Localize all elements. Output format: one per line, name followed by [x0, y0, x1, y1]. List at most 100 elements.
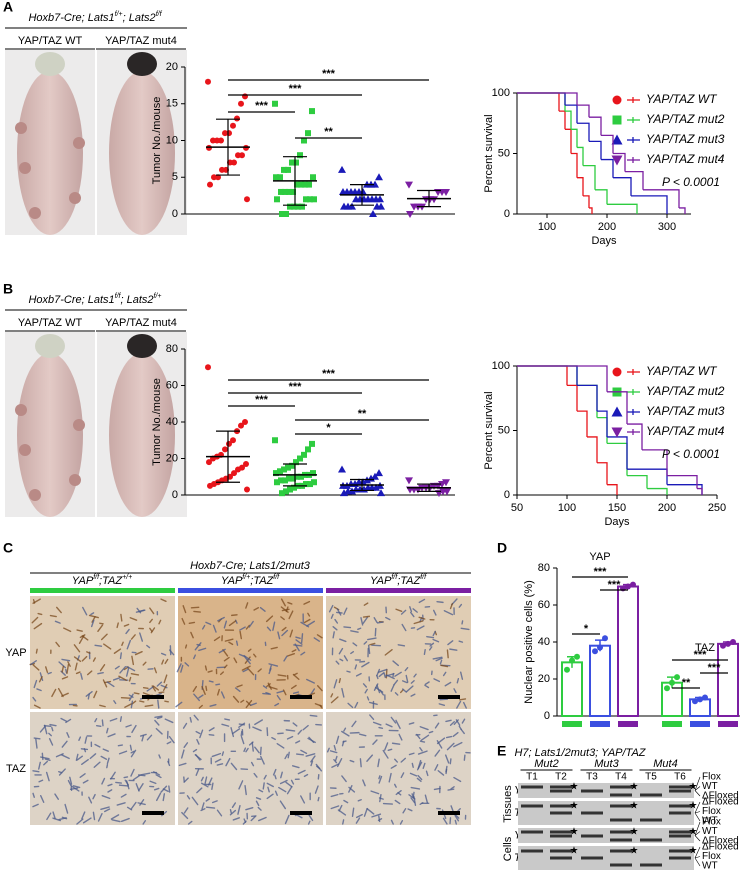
legend-label: YAP/TAZ mut4: [646, 152, 725, 166]
survival-step: [571, 128, 578, 148]
significance: ***: [322, 368, 336, 380]
marker-star: ★: [630, 782, 639, 793]
cell: [230, 762, 238, 771]
cell: [253, 653, 257, 658]
band-label: Flox: [702, 817, 721, 828]
cell: [142, 686, 149, 689]
cell: [153, 667, 158, 674]
cell: [297, 729, 303, 735]
cell: [433, 678, 441, 683]
cell: [193, 654, 196, 660]
sd-bar: [216, 430, 240, 483]
cell: [100, 755, 108, 760]
cell: [454, 814, 460, 822]
data-point: [294, 181, 300, 188]
lane-label: T3: [586, 772, 598, 783]
cell: [233, 657, 238, 664]
data-point: [277, 174, 283, 181]
cell: [208, 733, 215, 736]
cell: [216, 763, 224, 766]
cell: [411, 762, 414, 768]
gel-band: [669, 856, 691, 860]
cell: [52, 811, 56, 820]
panel-title: Hoxb7-Cre; Lats1/2mut3: [190, 560, 311, 572]
survival-step: [597, 462, 608, 485]
cell: [207, 670, 213, 673]
data-point: [205, 78, 211, 85]
cell: [64, 803, 69, 814]
cell: [29, 660, 37, 666]
significance: **: [358, 408, 367, 420]
cell: [358, 733, 367, 737]
cell: [205, 685, 208, 691]
x-tick-label: 50: [511, 502, 523, 514]
cell: [338, 678, 341, 684]
cell: [69, 776, 73, 785]
cell: [387, 748, 393, 752]
cell: [254, 746, 260, 754]
cell: [383, 672, 386, 678]
cell: [416, 625, 425, 631]
cell: [418, 616, 426, 620]
cell: [119, 716, 123, 722]
cell: [231, 614, 238, 617]
cell: [106, 763, 109, 769]
cell: [240, 730, 243, 737]
cell: [76, 755, 84, 761]
cell: [125, 724, 132, 728]
group-label: TAZ: [695, 642, 715, 654]
cell: [181, 811, 189, 820]
sd-bar: [350, 184, 374, 206]
cell: [295, 639, 303, 645]
cell: [44, 758, 51, 761]
panel-label: E: [497, 743, 506, 759]
data-point: [290, 188, 296, 195]
cell: [276, 694, 281, 701]
gel-band: [521, 804, 543, 808]
data-point: [611, 406, 623, 417]
survival-step: [625, 171, 644, 190]
marker-star: ★: [570, 801, 579, 812]
cell: [120, 613, 123, 622]
cell: [455, 719, 461, 726]
cell: [461, 718, 466, 724]
cell: [379, 689, 385, 696]
cell: [239, 626, 246, 631]
data-point: [439, 488, 447, 496]
cell: [424, 681, 430, 686]
group-strip: [562, 721, 582, 727]
survival-step: [559, 92, 578, 106]
gel-band: [521, 849, 543, 853]
cell: [461, 620, 464, 625]
cell: [428, 646, 433, 651]
cell: [419, 740, 426, 743]
cell: [201, 624, 206, 630]
cell: [49, 614, 57, 618]
significance: ***: [322, 68, 336, 80]
cell: [283, 655, 288, 662]
cell: [280, 616, 285, 621]
cell: [394, 758, 399, 763]
cell: [82, 817, 92, 824]
cell: [328, 604, 334, 613]
cell: [300, 795, 306, 804]
y-axis-label: Percent survival: [483, 391, 495, 469]
cell: [433, 609, 437, 616]
significance: ***: [708, 662, 722, 674]
cell: [52, 817, 62, 822]
cell: [401, 623, 407, 632]
gel-band: [550, 856, 572, 860]
survival-step: [571, 152, 578, 178]
data-point: [274, 196, 280, 203]
cell: [113, 700, 117, 705]
cell: [88, 796, 93, 804]
cell: [435, 657, 443, 662]
cell: [211, 800, 218, 804]
cell: [250, 702, 257, 706]
cell: [447, 640, 454, 646]
cell: [85, 690, 93, 697]
cell: [208, 680, 214, 683]
data-point: [375, 173, 383, 181]
data-point: [207, 181, 213, 188]
